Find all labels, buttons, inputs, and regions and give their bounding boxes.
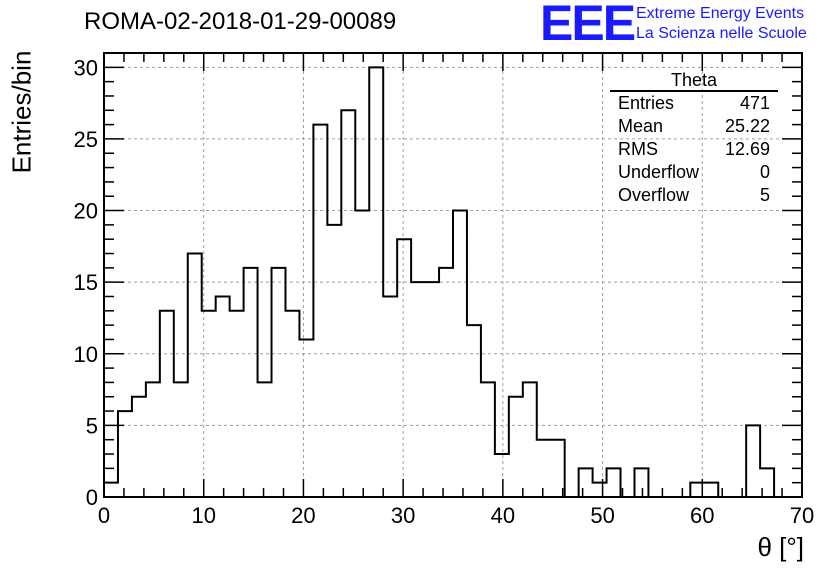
histogram-bin: [481, 382, 495, 497]
y-tick-label: 10: [74, 342, 98, 367]
run-title: ROMA-02-2018-01-29-00089: [84, 8, 397, 35]
stats-row-underflow: Underflow 0: [610, 161, 778, 184]
histogram-bin: [341, 110, 355, 497]
histogram-bin: [411, 282, 425, 497]
histogram-bin: [746, 425, 760, 497]
histogram-bin: [202, 311, 216, 497]
histogram-bin: [509, 397, 523, 497]
logo-line-2: La Scienza nelle Scuole: [636, 25, 807, 42]
histogram-bin: [146, 382, 160, 497]
stats-row-overflow: Overflow 5: [610, 184, 778, 207]
y-tick-label: 30: [74, 55, 98, 80]
histogram-bin: [118, 411, 132, 497]
x-tick-label: 40: [491, 503, 515, 528]
histogram-bin: [439, 268, 453, 497]
stats-label: Entries: [618, 93, 675, 113]
y-tick-label: 0: [86, 485, 98, 510]
histogram-bin: [634, 468, 648, 497]
stats-label: Overflow: [618, 185, 690, 205]
stats-value: 25.22: [724, 116, 770, 136]
histogram-bin: [188, 254, 202, 497]
logo-line-1: Extreme Energy Events: [636, 5, 805, 22]
histogram-bin: [537, 440, 551, 497]
histogram-bin: [397, 239, 411, 497]
histogram-bin: [579, 468, 593, 497]
histogram-bin: [160, 311, 174, 497]
stats-value: 12.69: [724, 139, 770, 159]
x-tick-label: 70: [790, 503, 814, 528]
histogram-bin: [285, 311, 299, 497]
stats-label: Mean: [618, 116, 664, 136]
y-tick-label: 5: [86, 413, 98, 438]
histogram-bin: [272, 268, 286, 497]
eee-logo-mark: EEE: [540, 0, 636, 51]
histogram-bin: [299, 339, 313, 497]
y-tick-label: 15: [74, 270, 98, 295]
histogram-bin: [383, 296, 397, 497]
stats-row-entries: Entries 471: [610, 92, 778, 115]
histogram-bin: [355, 211, 369, 497]
histogram-bin: [174, 382, 188, 497]
stats-value: 5: [759, 185, 770, 205]
histogram-bin: [495, 454, 509, 497]
y-tick-label: 20: [74, 199, 98, 224]
histogram-bin: [313, 125, 327, 497]
histogram-bin: [132, 397, 146, 497]
histogram-bin: [453, 211, 467, 497]
histogram-bin: [467, 325, 481, 497]
stats-row-rms: RMS 12.69: [610, 138, 778, 161]
histogram-bin: [369, 67, 383, 497]
stats-box: Theta Entries 471 Mean 25.22 RMS 12.69 U…: [610, 70, 778, 207]
stats-row-mean: Mean 25.22: [610, 115, 778, 138]
histogram-bin: [523, 382, 537, 497]
histogram-bin: [104, 483, 118, 497]
histogram-bin: [258, 382, 272, 497]
x-axis-label: θ [°]: [757, 532, 804, 562]
histogram-bin: [244, 268, 258, 497]
histogram-bin: [593, 483, 607, 497]
stats-label: Underflow: [618, 162, 700, 182]
x-tick-label: 0: [98, 503, 110, 528]
histogram-bin: [704, 483, 718, 497]
histogram-bin: [327, 225, 341, 497]
histogram-bin: [216, 296, 230, 497]
x-tick-label: 30: [391, 503, 415, 528]
stats-title: Theta: [610, 70, 778, 92]
y-axis-label: Entries/bin: [6, 50, 37, 174]
x-tick-label: 50: [590, 503, 614, 528]
x-tick-label: 20: [291, 503, 315, 528]
stats-value: 471: [739, 93, 770, 113]
eee-logo-text: Extreme Energy Events La Scienza nelle S…: [636, 4, 807, 44]
histogram-bin: [607, 468, 621, 497]
y-tick-label: 25: [74, 127, 98, 152]
histogram-bin: [230, 311, 244, 497]
x-tick-label: 10: [191, 503, 215, 528]
stats-value: 0: [759, 162, 770, 182]
plot-frame: [103, 52, 803, 498]
histogram-bin: [425, 282, 439, 497]
x-tick-label: 60: [690, 503, 714, 528]
stats-label: RMS: [618, 139, 658, 159]
